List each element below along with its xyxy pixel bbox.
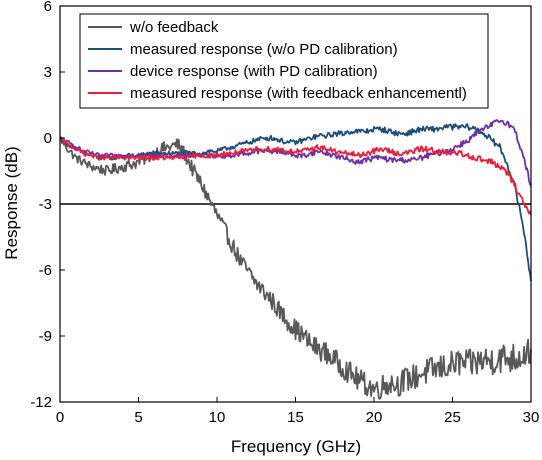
y-tick-label: 0 <box>44 130 52 147</box>
series-layer <box>59 119 532 400</box>
x-tick-label: 10 <box>209 409 226 426</box>
y-tick-label: -9 <box>39 328 52 345</box>
y-tick-label: 6 <box>44 0 52 15</box>
x-tick-label: 25 <box>444 409 461 426</box>
legend-entry: measured response (w/o PD calibration) <box>130 41 398 58</box>
series-line-1 <box>59 136 532 400</box>
series-line-4 <box>59 136 532 216</box>
legend-box <box>79 13 489 109</box>
y-axis-ticks: 6 3 0 -3 -6 -9 -12 <box>30 0 65 411</box>
x-tick-label: 30 <box>523 409 540 426</box>
x-tick-label: 5 <box>134 409 142 426</box>
y-tick-label: -3 <box>39 196 52 213</box>
y-tick-label: -6 <box>39 262 52 279</box>
y-axis-title: Response (dB) <box>2 146 21 259</box>
x-tick-label: 0 <box>56 409 64 426</box>
y-tick-label: 3 <box>44 64 52 81</box>
x-tick-label: 20 <box>366 409 383 426</box>
legend-entry: w/o feedback <box>129 19 219 36</box>
legend: w/o feedback measured response (w/o PD ca… <box>79 13 489 109</box>
y-tick-label: -12 <box>30 394 52 411</box>
legend-entry: measured response (with feedback enhance… <box>130 85 467 102</box>
series-line-2 <box>59 123 532 282</box>
x-tick-label: 15 <box>287 409 304 426</box>
legend-entry: device response (with PD calibration) <box>130 63 378 80</box>
x-axis-ticks: 0 5 10 15 20 25 30 <box>56 397 540 426</box>
x-axis-title: Frequency (GHz) <box>231 437 361 456</box>
